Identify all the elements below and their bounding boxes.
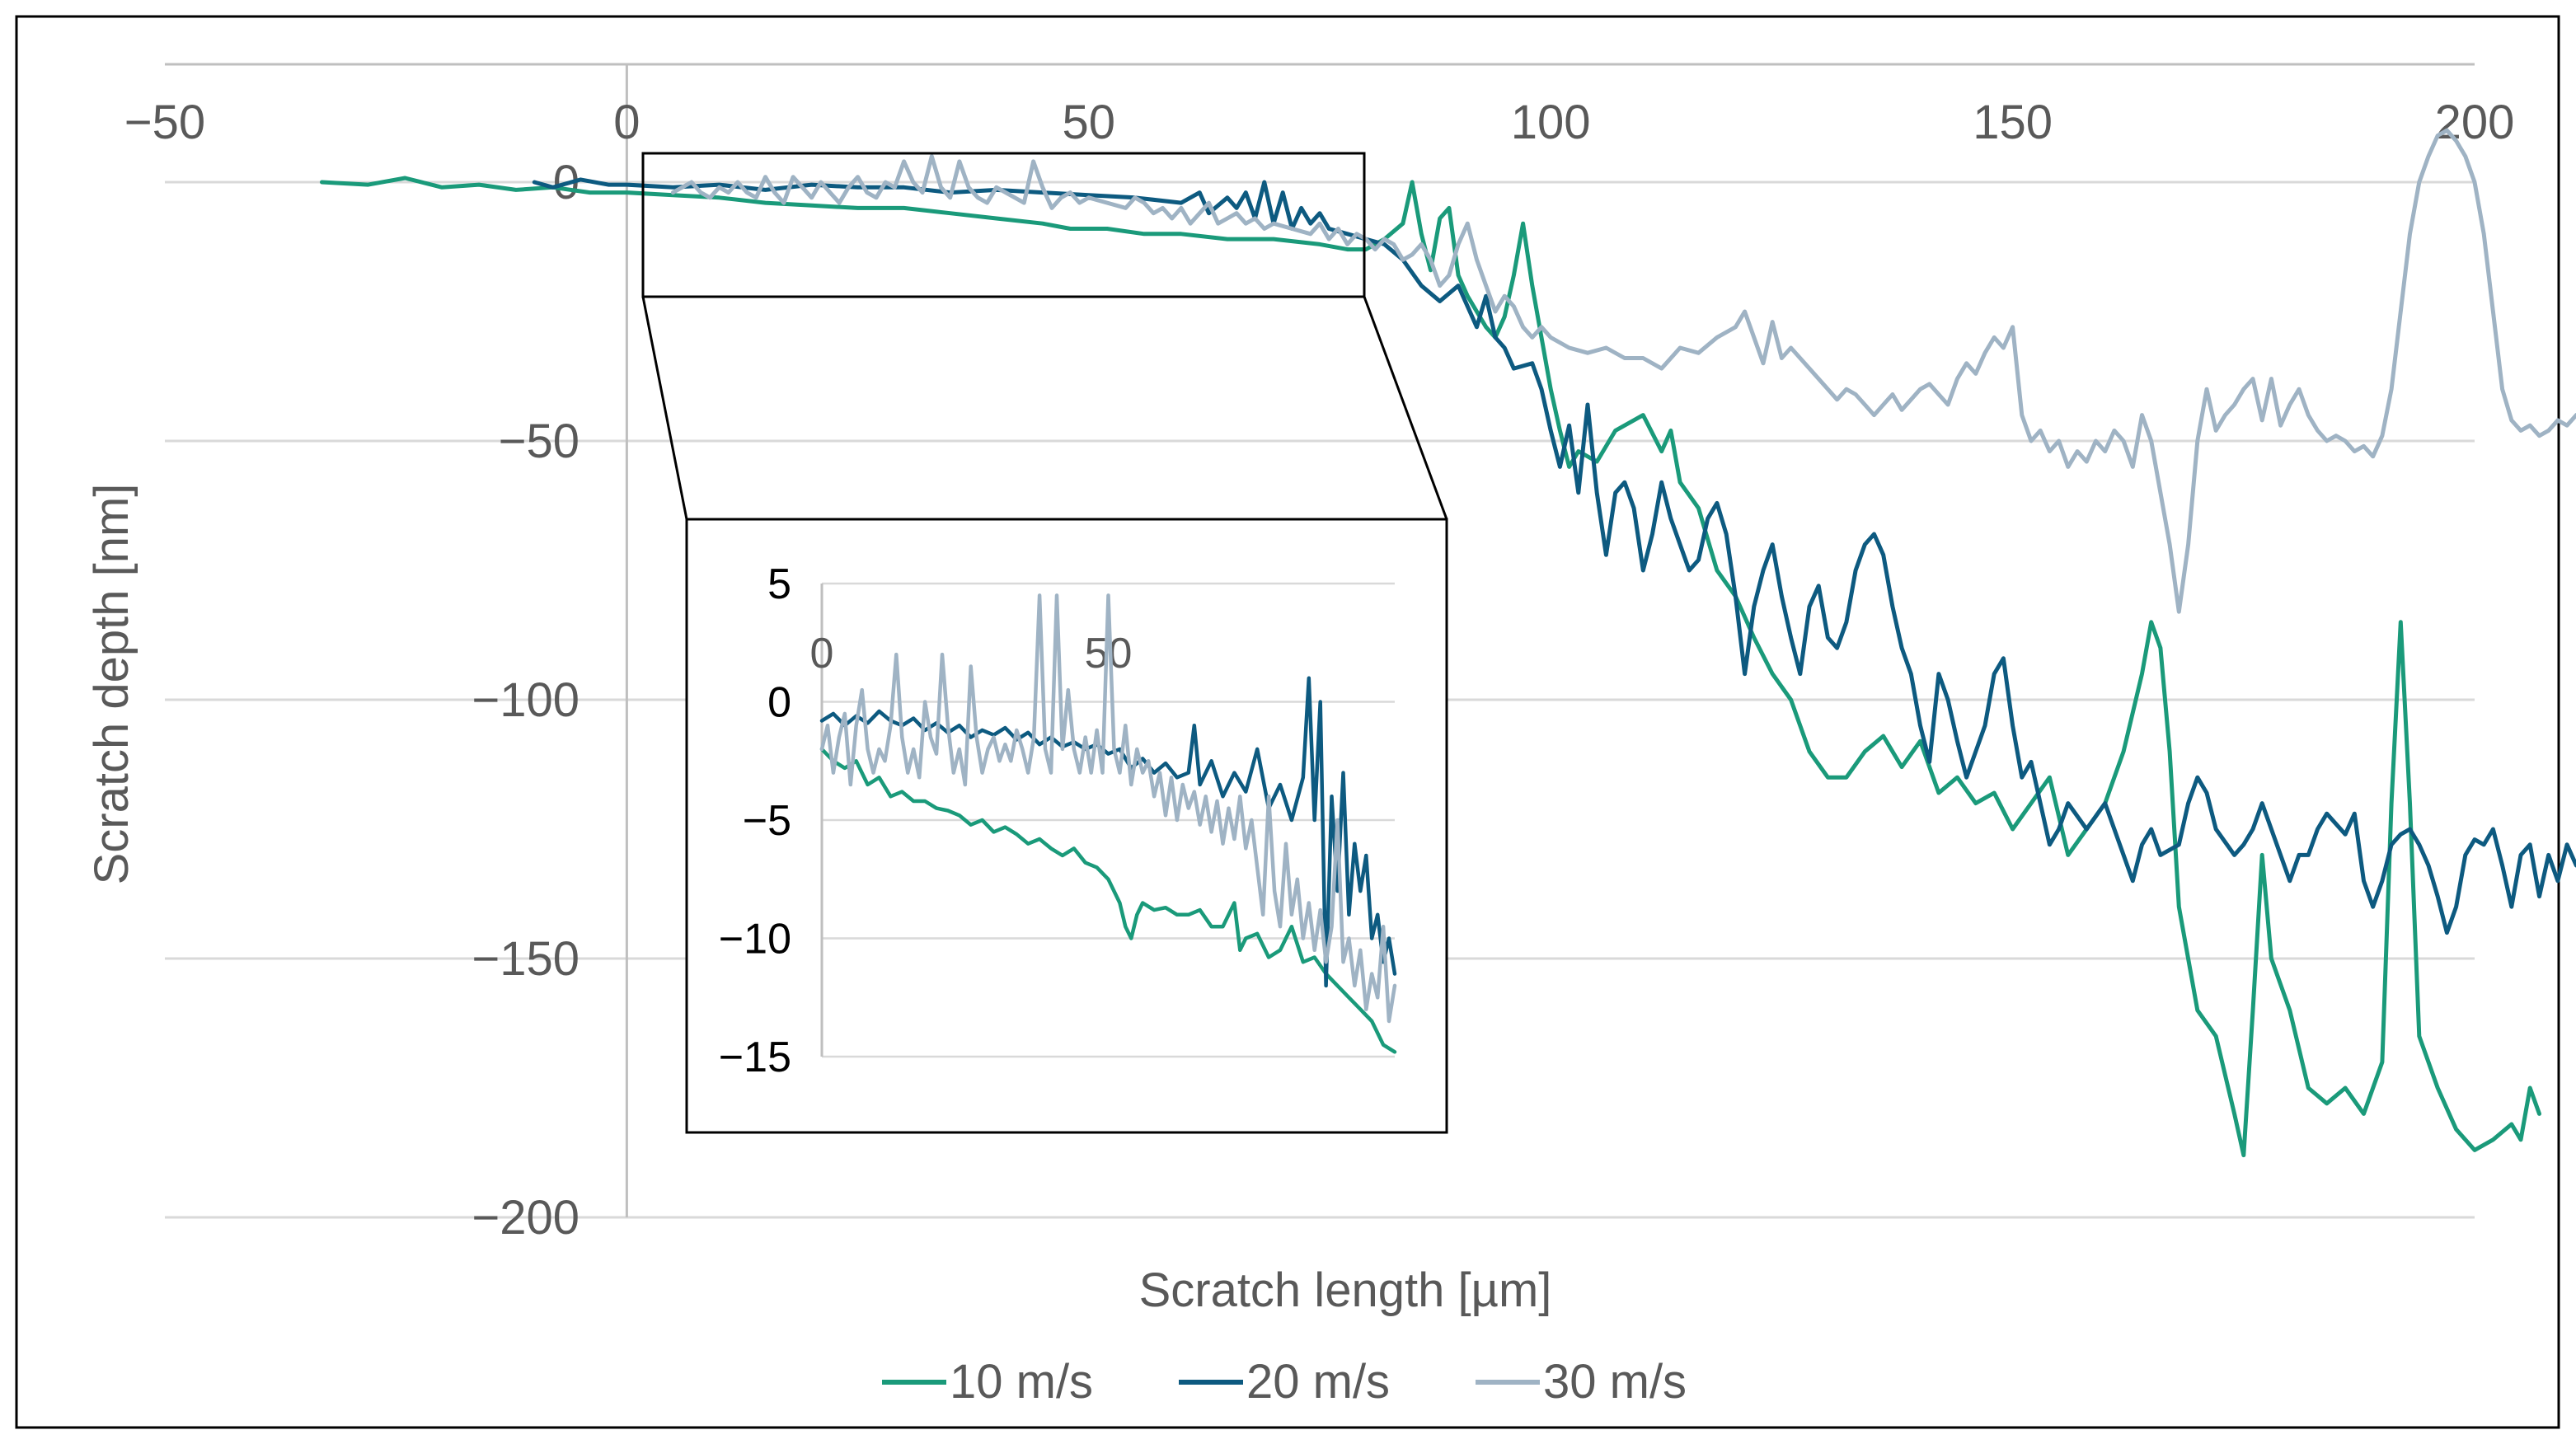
main-grid [165,63,2475,1219]
zoom-connector-left [641,296,688,520]
x-tick-label: 200 [2435,96,2515,149]
inset-tick-labels: 50−5−10−150 50 [719,560,1133,1081]
zoom-connector-right [1363,296,1448,520]
inset-y-tick-label: −15 [719,1034,791,1081]
inset-grid [820,582,1395,1058]
x-tick-label: −50 [124,96,205,149]
legend: 10 m/s 20 m/s 30 m/s [882,1355,1687,1409]
y-tick-label: −200 [472,1191,579,1245]
inset-y-tick-label: −10 [719,916,791,963]
legend-label-30: 30 m/s [1543,1355,1687,1409]
legend-item-30[interactable]: 30 m/s [1476,1355,1687,1409]
x-tick-label: 100 [1511,96,1591,149]
x-tick-label: 0 [613,96,640,149]
inset-series-line-10-m-s [819,747,1397,1054]
inset-frame [685,518,1448,1134]
x-axis-label: Scratch length [µm] [1139,1264,1552,1317]
inset-y-tick-label: −5 [743,797,791,845]
zoom-region-box [641,152,1366,298]
legend-item-10[interactable]: 10 m/s [882,1355,1093,1409]
series-line-20-m-s [532,177,2576,935]
series-line-30-m-s [670,128,2576,614]
inset-y-tick-label: 5 [767,560,791,608]
inset-y-tick-label: 0 [767,679,791,727]
x-tick-label: 50 [1063,96,1116,149]
series-line-10-m-s [320,176,2541,1158]
y-tick-label: −100 [472,673,579,727]
y-tick-label: −150 [472,932,579,986]
x-tick-label: 150 [1973,96,2053,149]
main-series-group [320,128,2576,1158]
inset-chart: 50−5−10−150 50 [685,518,1448,1134]
legend-label-20: 20 m/s [1246,1355,1390,1409]
y-axis-label: Scratch depth [nm] [85,484,138,885]
inset-x-tick-label: 0 [810,630,834,677]
legend-item-20[interactable]: 20 m/s [1179,1355,1390,1409]
zoom-connector [641,152,1448,520]
inset-series-line-30-m-s [819,593,1397,1024]
inset-series-group [819,593,1397,1054]
y-tick-label: −50 [499,415,579,468]
legend-label-10: 10 m/s [950,1355,1093,1409]
